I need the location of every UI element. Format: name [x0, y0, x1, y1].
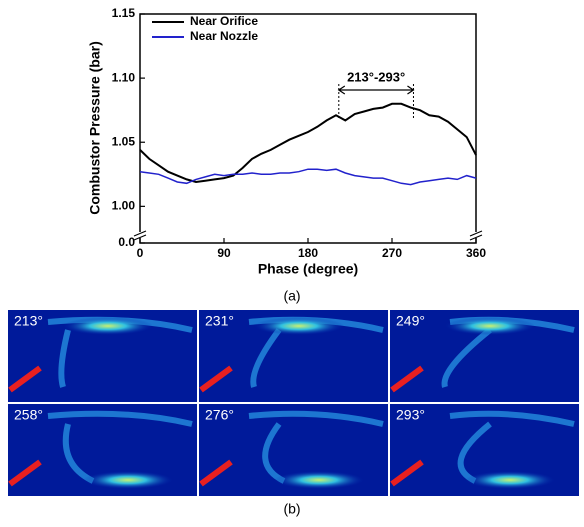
injector: [8, 365, 42, 393]
flame-blob: [83, 471, 173, 489]
caption-b: (b): [283, 501, 300, 517]
injector: [199, 459, 233, 487]
panel-label: 258°: [14, 407, 43, 423]
x-tick-label: 270: [382, 246, 402, 260]
panel-label: 293°: [396, 407, 425, 423]
legend-label: Near Nozzle: [190, 29, 258, 43]
y-tick-label: 1.10: [112, 70, 136, 84]
y-tick-label: 1.05: [112, 134, 136, 148]
x-tick-label: 0: [137, 246, 144, 260]
x-tick-label: 90: [217, 246, 231, 260]
flame-blob: [274, 471, 364, 489]
flame-blob: [254, 317, 344, 335]
x-tick-label: 360: [466, 246, 486, 260]
caption-a: (a): [283, 288, 300, 304]
flame-blob: [63, 317, 153, 335]
x-axis-label: Phase (degree): [258, 261, 358, 277]
image-grid: 213° 231° 249° 258° 276° 293°: [8, 310, 579, 496]
injector: [199, 365, 233, 393]
panel-label: 249°: [396, 313, 425, 329]
plot-frame: [139, 13, 477, 244]
panel-label: 231°: [205, 313, 234, 329]
flame-blob: [445, 317, 535, 335]
x-tick-label: 180: [298, 246, 318, 260]
legend-label: Near Orifice: [190, 14, 258, 28]
axis-break: [133, 230, 147, 241]
panel-label: 213°: [14, 313, 43, 329]
line-series: [139, 168, 477, 186]
y-tick-label: 1.00: [112, 199, 136, 213]
panel-label: 276°: [205, 407, 234, 423]
annotation-arrow: [337, 85, 415, 95]
injector: [390, 365, 424, 393]
injector: [390, 459, 424, 487]
annotation-text: 213°-293°: [347, 69, 405, 84]
y-tick-label: 0.0: [118, 235, 135, 249]
y-axis-label: Combustor Pressure (bar): [87, 41, 103, 214]
injector: [8, 459, 42, 487]
y-tick-label: 1.15: [112, 6, 136, 20]
axis-break: [469, 230, 483, 241]
line-series: [139, 102, 477, 184]
flame-blob: [465, 471, 555, 489]
